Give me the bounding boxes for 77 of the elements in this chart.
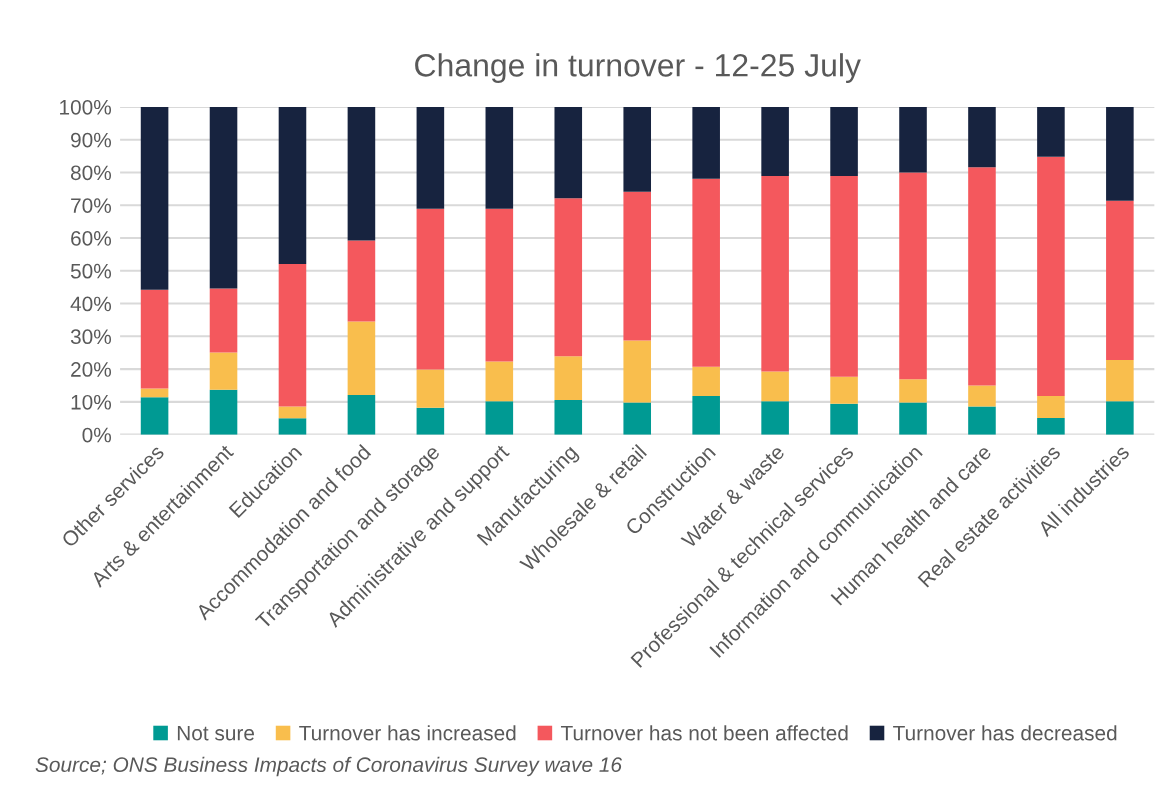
bar xyxy=(761,371,789,402)
bar xyxy=(623,340,652,403)
bar xyxy=(899,106,927,173)
bar xyxy=(554,106,583,199)
bar xyxy=(347,106,376,241)
bar xyxy=(1037,395,1065,418)
bar xyxy=(899,402,927,435)
bar xyxy=(416,407,445,435)
bar xyxy=(1037,156,1065,396)
legend-label: Not sure xyxy=(177,725,255,741)
bar xyxy=(347,321,376,395)
bar xyxy=(692,366,720,396)
bar xyxy=(347,395,376,435)
bar xyxy=(899,172,927,380)
bar xyxy=(140,106,169,290)
bar xyxy=(209,106,238,289)
bar xyxy=(1037,106,1065,157)
bar xyxy=(554,198,583,357)
bar xyxy=(830,403,858,435)
y-tick-label: 100% xyxy=(60,99,112,115)
y-tick-label: 60% xyxy=(71,231,112,246)
bar xyxy=(347,240,376,322)
bar xyxy=(278,106,307,264)
y-tick-label: 30% xyxy=(70,329,112,345)
bar xyxy=(1106,200,1134,360)
bar xyxy=(485,401,514,435)
bar xyxy=(554,399,583,435)
y-tick-label: 40% xyxy=(70,296,112,312)
legend-label: Turnover has decreased xyxy=(893,725,1117,741)
bar xyxy=(899,379,927,403)
bar xyxy=(623,106,652,192)
bar xyxy=(623,191,652,341)
bar xyxy=(485,106,514,209)
bar xyxy=(761,106,789,177)
bar xyxy=(692,106,720,179)
y-tick-label: 10% xyxy=(71,394,112,410)
bar xyxy=(278,263,307,407)
bar xyxy=(968,167,996,386)
y-tick-label: 20% xyxy=(71,362,112,377)
bar xyxy=(209,352,238,390)
bar xyxy=(416,106,445,209)
bar xyxy=(968,106,996,168)
bar xyxy=(278,406,307,419)
y-tick-label: 70% xyxy=(71,198,112,213)
bar xyxy=(830,106,858,177)
bar xyxy=(416,208,445,370)
bar xyxy=(968,406,996,435)
bar xyxy=(485,361,514,402)
legend-label: Turnover has increased xyxy=(299,725,516,741)
bar xyxy=(1106,401,1134,435)
bar xyxy=(830,376,858,404)
bar xyxy=(485,208,514,362)
legend-label: Turnover has not been affected xyxy=(560,725,848,741)
source-note: Source; ONS Business Impacts of Coronavirus Survey wave 16 xyxy=(35,756,623,777)
bar xyxy=(554,356,583,400)
bar xyxy=(140,388,169,398)
bar xyxy=(140,289,169,389)
bar xyxy=(623,402,652,435)
bar xyxy=(1037,417,1065,435)
bar xyxy=(209,288,238,353)
bar xyxy=(968,385,996,407)
y-tick-label: 50% xyxy=(70,263,112,279)
bar xyxy=(830,176,858,377)
bar xyxy=(692,178,720,367)
chart-title: Change in turnover - 12-25 July xyxy=(415,53,861,83)
bar xyxy=(209,389,238,435)
bar xyxy=(761,401,789,435)
bar xyxy=(692,395,720,435)
y-tick-label: 90% xyxy=(71,132,112,148)
bar xyxy=(1106,106,1134,201)
bar xyxy=(761,176,789,372)
bar xyxy=(1106,359,1134,402)
y-tick-label: 80% xyxy=(70,165,112,181)
y-tick-label: 0% xyxy=(82,427,112,443)
bar xyxy=(140,397,169,435)
bar xyxy=(278,418,307,435)
bar xyxy=(416,369,445,408)
